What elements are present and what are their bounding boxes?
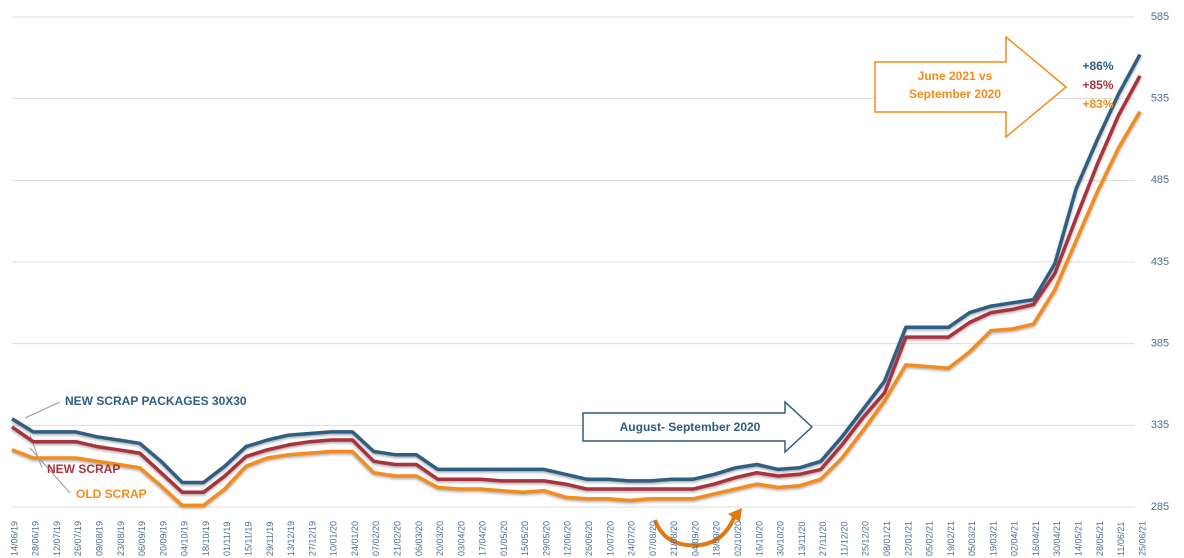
x-tick-label: 20/09/19 <box>158 521 168 556</box>
x-tick-label: 16/04/21 <box>1031 521 1041 556</box>
series-line <box>11 74 1142 495</box>
x-tick-label: 05/02/21 <box>925 521 935 556</box>
x-tick-label: 05/03/21 <box>967 521 977 556</box>
x-tick-label: 24/07/20 <box>627 521 637 556</box>
comparison-label: June 2021 vs <box>918 69 993 83</box>
x-tick-label: 22/01/21 <box>903 521 913 556</box>
y-tick-label: 335 <box>1151 419 1169 431</box>
x-tick-label: 13/12/19 <box>286 521 296 556</box>
y-tick-label: 485 <box>1151 174 1169 186</box>
x-tick-label: 19/02/21 <box>946 521 956 556</box>
x-tick-label: 24/01/20 <box>350 521 360 556</box>
x-tick-label: 01/11/19 <box>222 522 232 556</box>
x-tick-label: 23/08/19 <box>116 521 126 556</box>
x-tick-label: 15/11/19 <box>243 522 253 556</box>
x-tick-label: 21/02/20 <box>392 521 402 556</box>
x-tick-label: 07/08/20 <box>648 521 658 556</box>
y-tick-label: 535 <box>1151 93 1169 105</box>
x-tick-label: 26/07/19 <box>73 521 83 556</box>
y-tick-label: 385 <box>1151 338 1169 350</box>
x-tick-label: 04/10/19 <box>180 521 190 556</box>
x-tick-label: 10/07/20 <box>605 521 615 556</box>
x-tick-label: 25/12/20 <box>861 521 871 556</box>
x-tick-label: 11/12/20 <box>839 522 849 556</box>
x-tick-label: 20/03/20 <box>435 521 445 556</box>
x-tick-label: 09/08/19 <box>95 521 105 556</box>
x-tick-label: 27/12/19 <box>307 521 317 556</box>
grid <box>12 16 1135 508</box>
x-tick-label: 02/04/21 <box>1010 521 1020 556</box>
x-tick-label: 03/04/20 <box>456 521 466 556</box>
x-tick-label: 02/10/20 <box>733 521 743 556</box>
leader-line <box>24 401 61 419</box>
leader-line <box>29 447 71 494</box>
x-tick-label: 08/01/21 <box>882 521 892 556</box>
x-tick-label: 10/01/20 <box>329 521 339 556</box>
changes: +86% +85% +83% <box>1082 59 1113 111</box>
x-tick-label: 18/10/19 <box>201 521 211 556</box>
x-tick-label: 01/05/20 <box>499 521 509 556</box>
x-tick-label: 13/11/20 <box>797 522 807 556</box>
x-tick-label: 14/05/21 <box>1074 521 1084 556</box>
x-tick-label: 16/10/20 <box>754 521 764 556</box>
period-label: August- September 2020 <box>620 420 761 434</box>
x-tick-label: 19/03/21 <box>988 521 998 556</box>
x-tick-label: 29/05/20 <box>541 521 551 556</box>
x-tick-label: 06/03/20 <box>414 521 424 556</box>
x-tick-label: 26/06/20 <box>584 521 594 556</box>
x-tick-label: 07/02/20 <box>371 521 381 556</box>
x-tick-label: 12/06/20 <box>563 521 573 556</box>
x-tick-label: 04/09/20 <box>690 521 700 556</box>
x-tick-label: 27/11/20 <box>818 522 828 556</box>
x-tick-label: 17/04/20 <box>478 521 488 556</box>
series-label: OLD SCRAP <box>76 487 147 501</box>
x-tick-label: 21/08/20 <box>669 521 679 556</box>
x-tick-label: 30/10/20 <box>776 521 786 556</box>
series-line <box>11 53 1142 485</box>
comparison-label: September 2020 <box>909 87 1001 101</box>
x-tick-label: 28/05/21 <box>1095 521 1105 556</box>
lines <box>11 53 1142 508</box>
change-label: +83% <box>1082 97 1113 111</box>
x-tick-label: 12/07/19 <box>52 521 62 556</box>
x-tick-label: 11/06/21 <box>1116 522 1126 556</box>
x-tick-label: 29/11/19 <box>265 522 275 556</box>
curved-arrow <box>653 514 737 548</box>
comparison-arrow <box>874 35 1068 139</box>
change-label: +86% <box>1082 59 1113 73</box>
y-tick-label: 285 <box>1151 501 1169 513</box>
x-tick-label: 18/09/20 <box>712 521 722 556</box>
change-label: +85% <box>1082 78 1113 92</box>
x-tick-label: 06/09/19 <box>137 521 147 556</box>
series-line <box>11 110 1142 508</box>
y-tick-label: 435 <box>1151 256 1169 268</box>
x-tick-label: 30/04/21 <box>1052 521 1062 556</box>
period-arrow <box>582 400 814 454</box>
x-tick-label: 28/06/19 <box>31 521 41 556</box>
y-tick-label: 585 <box>1151 11 1169 23</box>
curved-arrow-head <box>728 508 742 522</box>
series-label: NEW SCRAP PACKAGES 30X30 <box>65 394 247 408</box>
x-tick-label: 15/05/20 <box>520 521 530 556</box>
x-tick-label: 14/06/19 <box>9 521 19 556</box>
x-tick-label: 25/06/21 <box>1137 521 1147 556</box>
series-label: NEW SCRAP <box>47 462 120 476</box>
